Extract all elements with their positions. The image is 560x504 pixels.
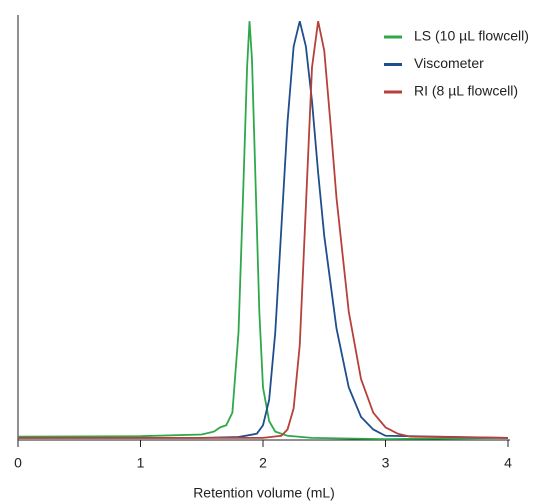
legend-label: LS (10 µL flowcell): [414, 28, 529, 44]
x-tick-label: 2: [259, 455, 267, 471]
x-axis-title: Retention volume (mL): [193, 485, 335, 501]
x-tick-label: 3: [382, 455, 390, 471]
legend-label: Viscometer: [414, 55, 484, 71]
x-tick-label: 0: [14, 455, 22, 471]
x-tick-label: 1: [137, 455, 145, 471]
x-tick-label: 4: [504, 455, 512, 471]
series-line: [18, 21, 509, 439]
legend-label: RI (8 µL flowcell): [414, 83, 518, 99]
series-line: [18, 20, 509, 439]
